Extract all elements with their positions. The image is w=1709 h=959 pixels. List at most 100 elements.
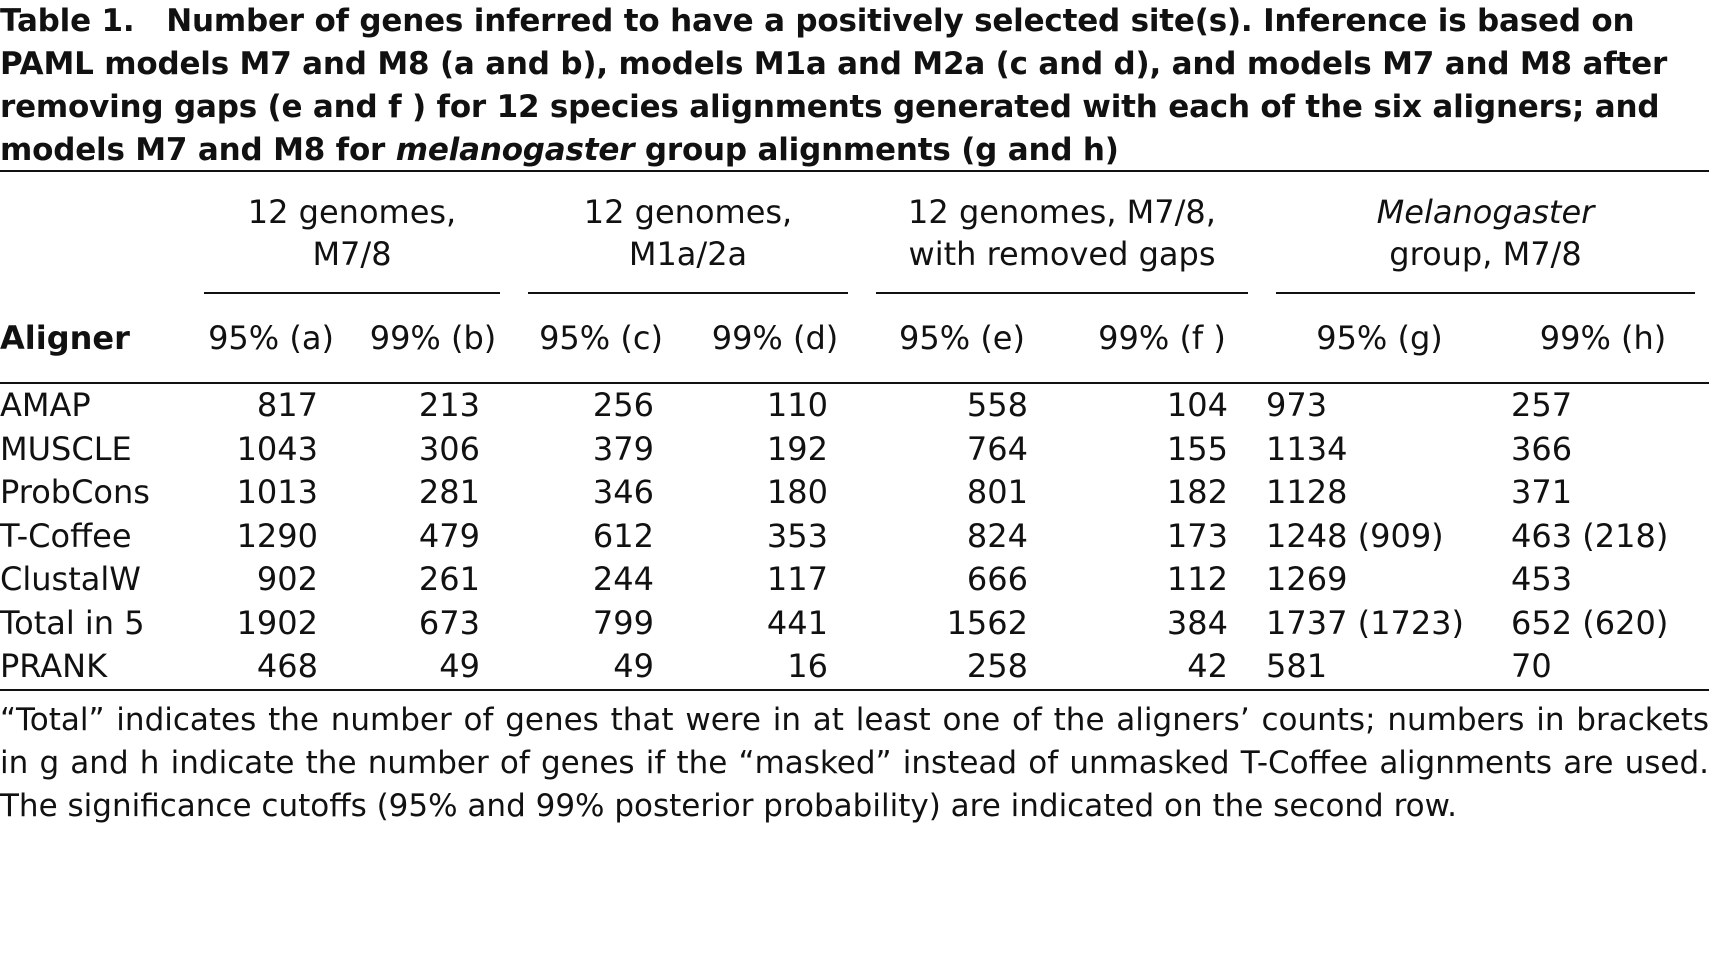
cell: 112 bbox=[1166, 560, 1228, 598]
cell: 463 (218) bbox=[1511, 516, 1669, 555]
caption-text: group alignments (g and h) bbox=[644, 132, 1119, 168]
caption-text: Number of genes inferred to have a posit… bbox=[0, 3, 1668, 168]
cell: 1013 bbox=[236, 473, 318, 511]
cell: 49 bbox=[613, 647, 654, 685]
cell: 182 bbox=[1166, 473, 1228, 511]
row: AMAP 817 213 256 110 558 104 973 257 bbox=[0, 383, 1709, 428]
cell: 468 bbox=[256, 647, 318, 685]
cell: 612 bbox=[592, 516, 654, 555]
column-header: 99% (f ) bbox=[1098, 319, 1226, 357]
cell: 346 bbox=[592, 473, 654, 511]
column-header: 95% (c) bbox=[539, 319, 663, 357]
caption-italic: melanogaster bbox=[395, 132, 635, 168]
cell: 1128 bbox=[1266, 473, 1348, 511]
cell: 257 bbox=[1511, 386, 1573, 424]
cell: 180 bbox=[766, 473, 828, 511]
group-title: 12 genomes, M1a/2a bbox=[583, 193, 793, 273]
row: ClustalW 902 261 244 117 666 112 1269 453 bbox=[0, 558, 1709, 602]
cell: 155 bbox=[1166, 429, 1228, 468]
table: 12 genomes, M7/8 12 genomes, M1a/2a 12 gen… bbox=[0, 170, 1709, 691]
column-header: 95% (a) bbox=[208, 319, 334, 357]
row-label: AMAP bbox=[0, 386, 91, 424]
cell: 801 bbox=[966, 473, 1028, 511]
group-header: Melanogaster group, M7/8 bbox=[1262, 171, 1709, 294]
cell: 49 bbox=[439, 647, 480, 685]
cell: 117 bbox=[766, 560, 828, 598]
cell: 1269 bbox=[1266, 560, 1348, 598]
column-header: 99% (h) bbox=[1539, 319, 1667, 357]
cell: 353 bbox=[766, 516, 828, 555]
cell: 261 bbox=[418, 560, 480, 598]
cell: 371 bbox=[1511, 473, 1573, 511]
row-label: Total in 5 bbox=[0, 603, 145, 642]
cell bbox=[0, 171, 190, 294]
column-header: 95% (g) bbox=[1316, 319, 1443, 357]
row-label: ProbCons bbox=[0, 473, 150, 511]
cell: 817 bbox=[256, 386, 318, 424]
cell: 379 bbox=[592, 429, 654, 468]
column-header: Aligner bbox=[0, 319, 130, 357]
cell: 666 bbox=[966, 560, 1028, 598]
cell: 652 (620) bbox=[1511, 603, 1669, 642]
cell: 213 bbox=[418, 386, 480, 424]
cell: 104 bbox=[1166, 386, 1228, 424]
cell: 366 bbox=[1511, 429, 1573, 468]
column-header-row: Aligner 95% (a) 99% (b) 95% (c) 99% (d) 95% (… bbox=[0, 294, 1709, 383]
cell: 110 bbox=[766, 386, 828, 424]
row: PRANK 468 49 49 16 258 42 581 70 bbox=[0, 645, 1709, 690]
cell: 1248 (909) bbox=[1266, 516, 1444, 555]
cell: 902 bbox=[256, 560, 318, 598]
cell: 192 bbox=[766, 429, 828, 468]
row: MUSCLE 1043 306 379 192 764 155 1134 366 bbox=[0, 428, 1709, 472]
footnote: “Total” indicates the number of genes th… bbox=[0, 701, 1709, 824]
cell: 1043 bbox=[236, 429, 318, 468]
cell: 441 bbox=[766, 603, 828, 642]
cell: 256 bbox=[592, 386, 654, 424]
cell: 799 bbox=[592, 603, 654, 642]
cell: 306 bbox=[418, 429, 480, 468]
cell: 384 bbox=[1166, 603, 1228, 642]
group-header: 12 genomes, M7/8, with removed gaps bbox=[862, 171, 1262, 294]
group-text: 12 genomes, M7/8 bbox=[222, 191, 482, 275]
row-label: T-Coffee bbox=[0, 516, 132, 555]
group-header-row: 12 genomes, M7/8 12 genomes, M1a/2a 12 gen… bbox=[0, 171, 1709, 294]
cell: 1134 bbox=[1266, 429, 1348, 468]
cell: 1290 bbox=[236, 516, 318, 555]
cell: 581 bbox=[1266, 647, 1328, 685]
cell: 1562 bbox=[946, 603, 1028, 642]
cell: 558 bbox=[966, 386, 1028, 424]
column-header: 99% (d) bbox=[711, 319, 839, 357]
cell: 1737 (1723) bbox=[1266, 603, 1465, 642]
caption-label: Table 1. bbox=[0, 3, 135, 39]
caption: Table 1. Number of genes inferred to hav… bbox=[0, 0, 1709, 170]
group-title: 12 genomes, M7/8, with removed gaps bbox=[908, 193, 1216, 273]
group-text: Melanogaster group, M7/8 bbox=[1356, 191, 1616, 275]
group-header: 12 genomes, M7/8 bbox=[190, 171, 514, 294]
row: ProbCons 1013 281 346 180 801 182 1128 371 bbox=[0, 471, 1709, 515]
row: Total in 5 1902 673 799 441 1562 384 1737 (1723… bbox=[0, 602, 1709, 646]
column-header: 95% (e) bbox=[899, 319, 1025, 357]
cell: 258 bbox=[966, 647, 1028, 685]
cell: 70 bbox=[1511, 647, 1552, 685]
row-label: MUSCLE bbox=[0, 429, 132, 468]
cell: 244 bbox=[592, 560, 654, 598]
group-text: 12 genomes, M1a/2a bbox=[558, 191, 818, 275]
cell: 479 bbox=[418, 516, 480, 555]
cell: 173 bbox=[1166, 516, 1228, 555]
row-label: ClustalW bbox=[0, 560, 141, 598]
group-title: 12 genomes, M7/8 bbox=[247, 193, 457, 273]
cell: 973 bbox=[1266, 386, 1328, 424]
group-italic: Melanogaster bbox=[1376, 193, 1595, 231]
row: T-Coffee 1290 479 612 353 824 173 1248 (909) 463… bbox=[0, 515, 1709, 559]
cell: 42 bbox=[1187, 647, 1228, 685]
cell: 453 bbox=[1511, 560, 1573, 598]
cell: 673 bbox=[418, 603, 480, 642]
cell: 764 bbox=[966, 429, 1028, 468]
cell: 16 bbox=[787, 647, 828, 685]
group-title: group, M7/8 bbox=[1389, 235, 1582, 273]
group-text: 12 genomes, M7/8, with removed gaps bbox=[892, 191, 1232, 275]
cell: 824 bbox=[966, 516, 1028, 555]
cell: 281 bbox=[418, 473, 480, 511]
column-header: 99% (b) bbox=[369, 319, 497, 357]
